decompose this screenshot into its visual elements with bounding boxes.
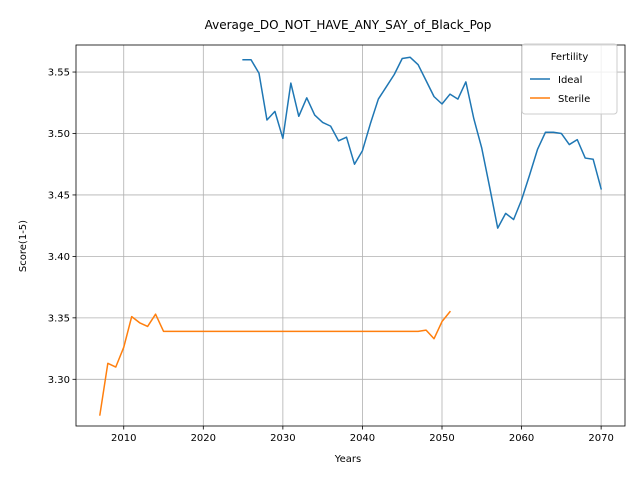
y-tick-label: 3.55 bbox=[48, 68, 70, 79]
y-tick-label: 3.35 bbox=[48, 313, 70, 324]
legend: Fertility Ideal Sterile bbox=[521, 43, 618, 115]
plot-frame bbox=[75, 44, 626, 427]
y-axis: 3.30 3.35 3.40 3.45 3.50 3.55 bbox=[48, 68, 76, 386]
series-line-sterile bbox=[99, 310, 452, 416]
x-tick-label: 2030 bbox=[270, 433, 295, 444]
x-tick-label: 2050 bbox=[429, 433, 454, 444]
y-axis-label: Score(1-5) bbox=[18, 220, 29, 272]
legend-label-ideal: Ideal bbox=[558, 75, 582, 86]
x-tick-label: 2010 bbox=[111, 433, 136, 444]
legend-title: Fertility bbox=[551, 52, 589, 63]
x-tick-label: 2070 bbox=[588, 433, 613, 444]
y-tick-label: 3.50 bbox=[48, 129, 70, 140]
chart-title: Average_DO_NOT_HAVE_ANY_SAY_of_Black_Pop bbox=[205, 18, 492, 32]
x-axis-label: Years bbox=[334, 454, 361, 465]
y-tick-label: 3.45 bbox=[48, 190, 70, 201]
legend-box bbox=[521, 43, 618, 115]
x-tick-label: 2060 bbox=[509, 433, 534, 444]
series-line-ideal bbox=[242, 56, 603, 229]
x-tick-label: 2040 bbox=[350, 433, 375, 444]
y-tick-label: 3.40 bbox=[48, 252, 70, 263]
series-layer bbox=[99, 56, 603, 416]
y-tick-label: 3.30 bbox=[48, 375, 70, 386]
legend-label-sterile: Sterile bbox=[558, 94, 590, 105]
x-axis: 2010 2020 2030 2040 2050 2060 2070 bbox=[111, 426, 614, 444]
x-tick-label: 2020 bbox=[191, 433, 216, 444]
